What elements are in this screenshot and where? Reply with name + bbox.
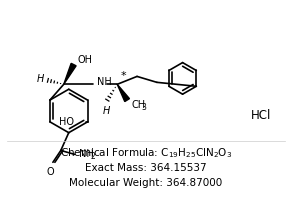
Polygon shape [117, 84, 129, 102]
Polygon shape [64, 63, 76, 84]
Text: H: H [36, 74, 44, 84]
Text: HO: HO [59, 117, 74, 127]
Text: 2: 2 [91, 152, 95, 161]
Text: NH: NH [79, 149, 93, 159]
Text: NH: NH [98, 77, 112, 87]
Text: Molecular Weight: 364.87000: Molecular Weight: 364.87000 [69, 178, 223, 188]
Text: OH: OH [78, 55, 93, 65]
Text: *: * [120, 71, 126, 81]
Text: HCl: HCl [251, 109, 271, 122]
Text: H: H [103, 106, 110, 116]
Text: CH: CH [131, 100, 145, 110]
Text: Exact Mass: 364.15537: Exact Mass: 364.15537 [85, 163, 207, 173]
Text: Chemical Formula: C$_{19}$H$_{25}$ClN$_{2}$O$_{3}$: Chemical Formula: C$_{19}$H$_{25}$ClN$_{… [60, 146, 232, 160]
Text: 3: 3 [141, 103, 146, 113]
Text: O: O [46, 167, 54, 177]
